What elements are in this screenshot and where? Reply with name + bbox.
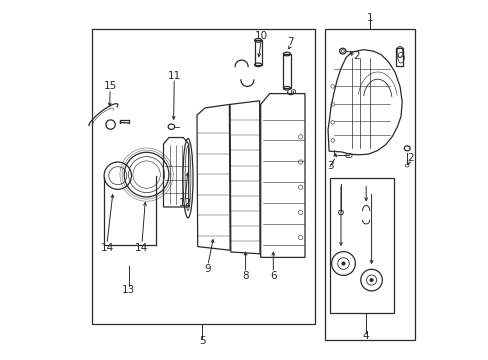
Text: 6: 6 <box>269 271 276 282</box>
Circle shape <box>341 262 345 265</box>
Text: 2: 2 <box>407 153 413 163</box>
Text: 14: 14 <box>135 243 148 253</box>
Text: 14: 14 <box>100 243 113 253</box>
Text: 10: 10 <box>254 31 267 41</box>
Text: 12: 12 <box>178 198 191 208</box>
Text: 1: 1 <box>366 13 372 23</box>
Text: 11: 11 <box>167 71 181 81</box>
Text: 7: 7 <box>286 37 293 48</box>
Text: 4: 4 <box>362 330 369 341</box>
Text: 2: 2 <box>352 51 359 61</box>
Bar <box>283 54 290 88</box>
Text: 9: 9 <box>204 264 211 274</box>
Text: 8: 8 <box>242 271 248 282</box>
Bar <box>254 40 261 65</box>
Bar <box>396 48 402 66</box>
Text: 5: 5 <box>199 336 205 346</box>
Text: 15: 15 <box>103 81 117 91</box>
Text: 13: 13 <box>122 285 135 295</box>
Text: 3: 3 <box>326 161 333 171</box>
Circle shape <box>369 278 373 282</box>
